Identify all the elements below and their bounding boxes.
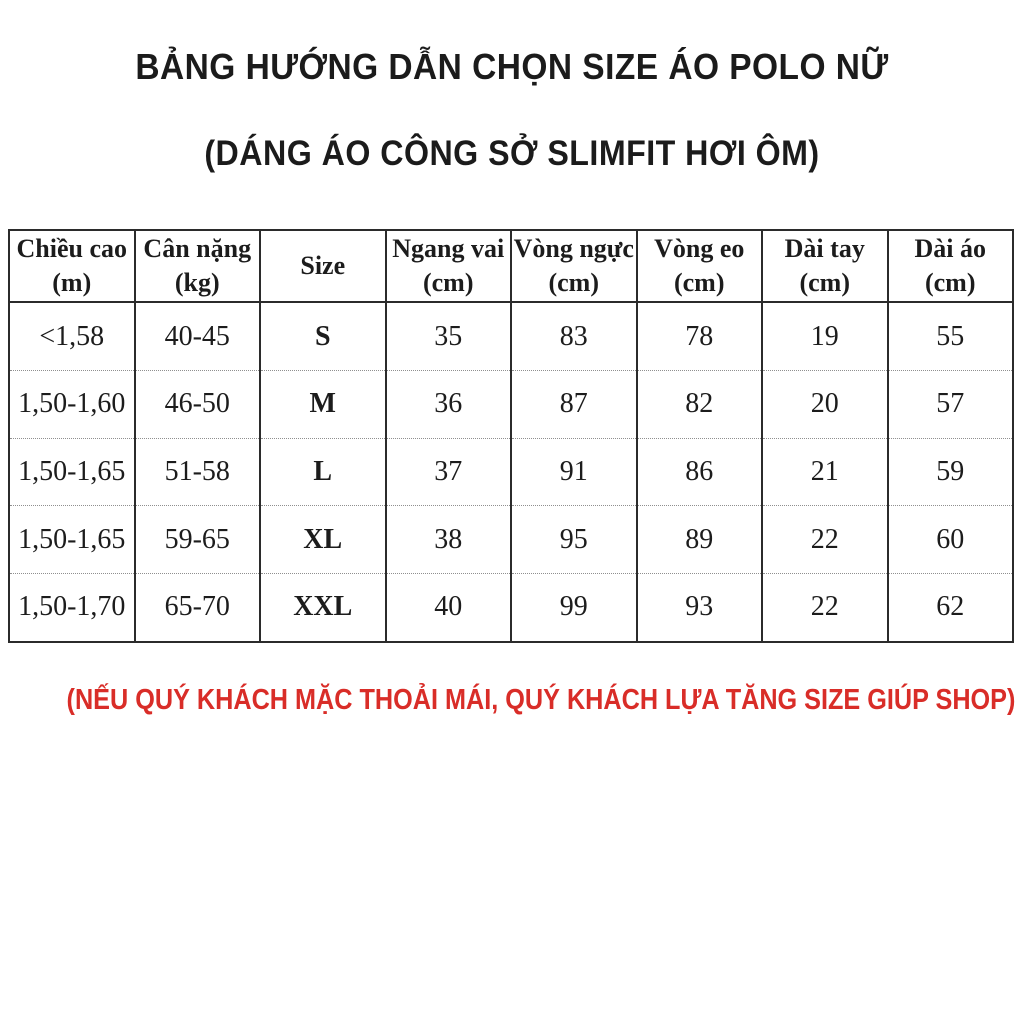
table-cell: 22 — [761, 505, 889, 574]
column-header-label: Ngang vai — [392, 234, 505, 264]
table-cell: 37 — [384, 437, 512, 506]
column-header-label: Dài tay — [784, 234, 865, 264]
size-chart-table: Chiều cao (m) Cân nặng (kg) Size Ngang vai (cm… — [8, 229, 1014, 643]
table-cell: 57 — [886, 370, 1014, 439]
table-row: 1,50-1,65 51-58 L 37 91 86 21 59 — [8, 437, 1014, 506]
table-cell: 1,50-1,60 — [8, 370, 136, 439]
table-cell: 59-65 — [133, 505, 261, 574]
table-cell: S — [259, 302, 387, 371]
table-cell: 51-58 — [133, 437, 261, 506]
table-cell: 1,50-1,70 — [8, 572, 136, 642]
column-header-unit: (kg) — [174, 268, 220, 297]
column-header-label: Cân nặng — [143, 234, 252, 264]
table-cell: 99 — [510, 572, 638, 642]
column-header-label: Size — [300, 251, 346, 281]
table-cell: 55 — [886, 302, 1014, 371]
table-row: 1,50-1,65 59-65 XL 38 95 89 22 60 — [8, 505, 1014, 574]
table-cell: 19 — [761, 302, 889, 371]
table-row: 1,50-1,60 46-50 M 36 87 82 20 57 — [8, 370, 1014, 439]
column-header: Dài tay (cm) — [761, 230, 889, 303]
table-cell: 65-70 — [133, 572, 261, 642]
table-cell: 89 — [635, 505, 763, 574]
table-cell: 86 — [635, 437, 763, 506]
table-cell: 38 — [384, 505, 512, 574]
table-cell: 62 — [886, 572, 1014, 642]
table-cell: 1,50-1,65 — [8, 505, 136, 574]
table-cell: 21 — [761, 437, 889, 506]
column-header-unit: (cm) — [924, 268, 976, 297]
column-header: Cân nặng (kg) — [133, 230, 261, 303]
table-cell: 40-45 — [133, 302, 261, 371]
column-header-unit: (cm) — [548, 268, 599, 297]
table-cell: 93 — [635, 572, 763, 642]
table-cell: 95 — [510, 505, 638, 574]
table-cell: XL — [259, 505, 387, 574]
table-cell: 91 — [510, 437, 638, 506]
table-row: 1,50-1,70 65-70 XXL 40 99 93 22 62 — [8, 572, 1014, 642]
table-cell: XXL — [259, 572, 387, 642]
column-header-label: Vòng ngực — [513, 234, 634, 264]
table-cell: M — [259, 370, 387, 439]
column-header: Vòng ngực (cm) — [510, 230, 638, 303]
table-cell: 1,50-1,65 — [8, 437, 136, 506]
table-cell: L — [259, 437, 387, 506]
column-header-unit: (m) — [52, 268, 92, 297]
table-cell: 78 — [635, 302, 763, 371]
column-header: Ngang vai (cm) — [384, 230, 512, 303]
table-cell: 40 — [384, 572, 512, 642]
column-header-label: Vòng eo — [654, 234, 745, 264]
header-row: Chiều cao (m) Cân nặng (kg) Size Ngang vai (cm… — [8, 230, 1014, 303]
table-cell: <1,58 — [8, 302, 136, 371]
table-cell: 35 — [384, 302, 512, 371]
column-header-unit: (cm) — [799, 268, 850, 297]
column-header-unit: (cm) — [673, 268, 725, 297]
page-subtitle: (DÁNG ÁO CÔNG SỞ SLIMFIT HƠI ÔM) — [204, 134, 820, 173]
column-header: Dài áo (cm) — [886, 230, 1014, 303]
table-row: <1,58 40-45 S 35 83 78 19 55 — [8, 302, 1014, 371]
page-title: BẢNG HƯỚNG DẪN CHỌN SIZE ÁO POLO NỮ — [135, 46, 889, 87]
table-cell: 59 — [886, 437, 1014, 506]
size-chart-header: Chiều cao (m) Cân nặng (kg) Size Ngang vai (cm… — [8, 230, 1014, 303]
table-cell: 87 — [510, 370, 638, 439]
table-cell: 20 — [761, 370, 889, 439]
column-header-unit: (cm) — [422, 268, 474, 297]
table-cell: 22 — [761, 572, 889, 642]
table-cell: 36 — [384, 370, 512, 439]
column-header-label: Dài áo — [914, 234, 987, 264]
column-header: Chiều cao (m) — [8, 230, 136, 303]
column-header-label: Chiều cao — [16, 234, 128, 264]
size-chart-body: <1,58 40-45 S 35 83 78 19 55 1,50-1,60 46-50 M 36 87… — [8, 302, 1014, 642]
table-cell: 82 — [635, 370, 763, 439]
table-cell: 60 — [886, 505, 1014, 574]
table-cell: 46-50 — [133, 370, 261, 439]
size-note: (NẾU QUÝ KHÁCH MẶC THOẢI MÁI, QUÝ KHÁCH … — [66, 684, 1016, 716]
table-cell: 83 — [510, 302, 638, 371]
column-header: Size — [259, 230, 387, 303]
column-header: Vòng eo (cm) — [635, 230, 763, 303]
